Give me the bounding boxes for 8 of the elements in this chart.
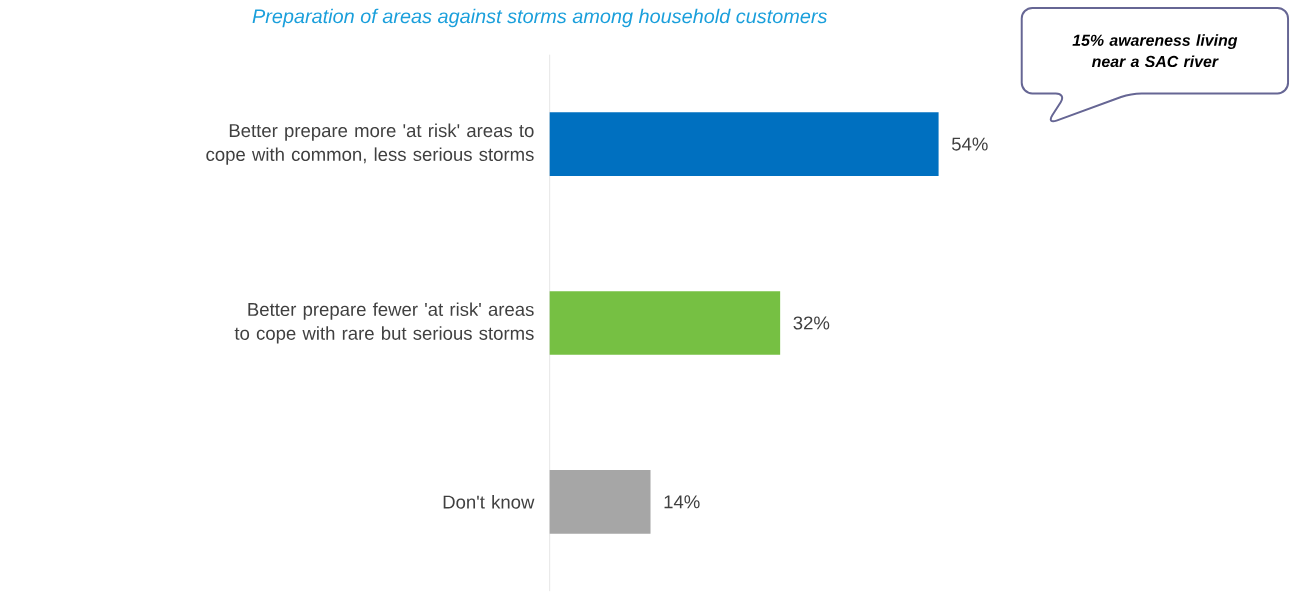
data-label: 14% bbox=[664, 495, 700, 509]
y-tick-label: Better prepare more 'at risk' areas to cope with common, less serious storms bbox=[206, 123, 534, 165]
text: 15% awareness living near a SAC river bbox=[1072, 34, 1238, 68]
data-label: 32% bbox=[793, 316, 830, 330]
chart-title: Preparation of areas against storms among household customers bbox=[252, 8, 828, 28]
data-label: 54% bbox=[951, 137, 988, 151]
y-tick-label: Better prepare fewer 'at risk' areas to cope with rare but serious storms bbox=[234, 302, 534, 344]
y-tick-label: Don't know bbox=[443, 495, 535, 509]
